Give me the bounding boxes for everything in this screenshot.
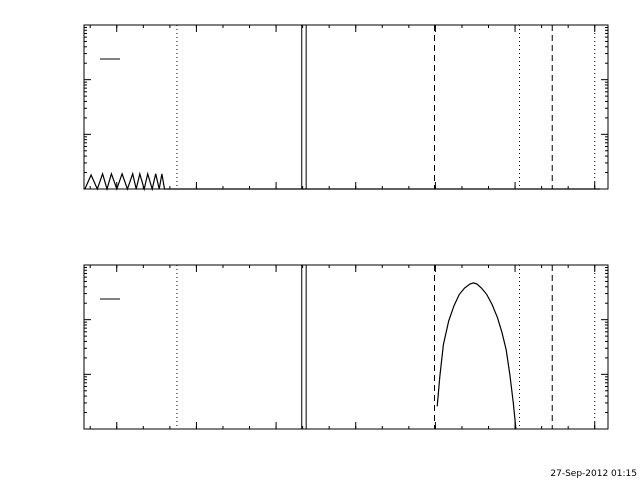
chart-panel-lo bbox=[83, 24, 609, 192]
chart-panel-hi bbox=[83, 264, 609, 430]
footer-timestamp: 27-Sep-2012 01:15 bbox=[550, 469, 637, 479]
plot-frame bbox=[83, 24, 609, 190]
series-line bbox=[84, 171, 600, 192]
plot-frame bbox=[83, 264, 609, 430]
series-line bbox=[436, 282, 517, 430]
